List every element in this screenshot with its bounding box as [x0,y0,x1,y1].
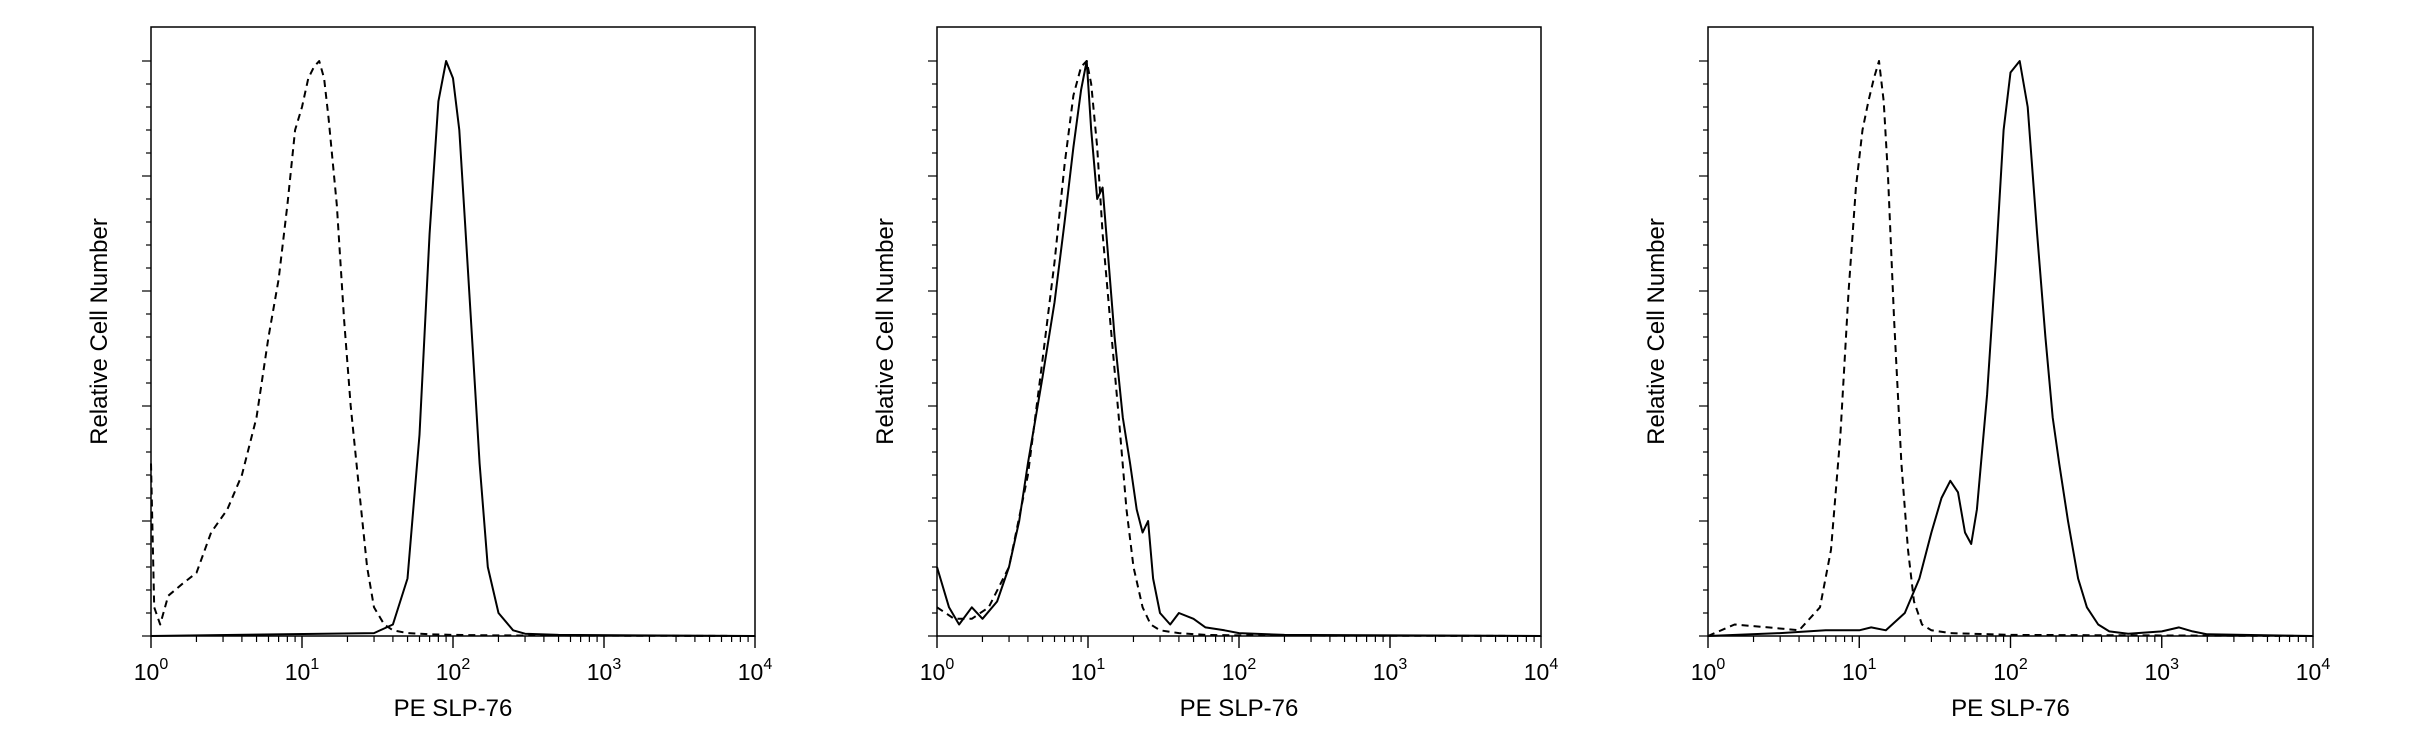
x-tick-label-base: 10 [1222,659,1248,685]
x-tick-label-exponent: 4 [763,656,772,673]
x-tick-label-base: 10 [920,659,946,685]
x-tick-label-exponent: 1 [1096,656,1105,673]
x-tick-label: 100 [134,656,169,685]
x-tick-label-base: 10 [1691,659,1717,685]
x-tick-label-exponent: 0 [945,656,954,673]
x-axis-label: PE SLP-76 [1951,695,2070,722]
x-tick-label: 104 [1524,656,1559,685]
x-tick-label: 104 [738,656,773,685]
x-tick-label-exponent: 3 [2170,656,2179,673]
x-tick-label-base: 10 [1842,659,1868,685]
x-tick-label-base: 10 [2145,659,2171,685]
x-tick-label-exponent: 0 [1716,656,1725,673]
plot-frame [936,26,1542,637]
x-tick-label-exponent: 1 [310,656,319,673]
x-axis-label: PE SLP-76 [394,695,513,722]
x-tick-label: 104 [2296,656,2331,685]
x-tick-label-exponent: 3 [612,656,621,673]
x-tick-label-base: 10 [285,659,311,685]
plot-frame [1707,26,2314,637]
x-tick-label: 100 [920,656,955,685]
x-tick-label: 100 [1691,656,1726,685]
x-tick-label-base: 10 [134,659,160,685]
x-tick-label-base: 10 [436,659,462,685]
x-tick-label-base: 10 [1524,659,1550,685]
plot-frame [150,26,756,637]
series-line-solid [1707,60,2314,637]
y-axis-label: Relative Cell Number [1643,218,1670,445]
series-line-dashed [936,60,1542,637]
x-tick-label: 103 [1373,656,1408,685]
x-tick-label: 101 [285,656,320,685]
x-tick-label-exponent: 4 [2321,656,2330,673]
x-tick-label-exponent: 1 [1868,656,1877,673]
x-tick-label-base: 10 [2296,659,2322,685]
x-tick-label: 102 [1222,656,1257,685]
x-tick-label-base: 10 [1373,659,1399,685]
x-tick-label-base: 10 [1071,659,1097,685]
y-axis-label: Relative Cell Number [86,218,113,445]
x-tick-label-exponent: 4 [1549,656,1558,673]
x-tick-label: 103 [587,656,622,685]
series-line-solid [936,60,1542,637]
x-tick-label: 101 [1842,656,1877,685]
series-line-dashed [150,60,756,637]
x-tick-label-base: 10 [1993,659,2019,685]
x-tick-label: 101 [1071,656,1106,685]
x-tick-label-exponent: 3 [1398,656,1407,673]
x-tick-label-base: 10 [587,659,613,685]
x-tick-label-base: 10 [738,659,764,685]
x-tick-label-exponent: 2 [461,656,470,673]
x-tick-label-exponent: 2 [2019,656,2028,673]
x-tick-label-exponent: 0 [159,656,168,673]
series-line-solid [150,60,756,637]
x-tick-label: 102 [1993,656,2028,685]
y-axis-label: Relative Cell Number [872,218,899,445]
x-tick-label-exponent: 2 [1247,656,1256,673]
x-axis-label: PE SLP-76 [1180,695,1299,722]
x-tick-label: 103 [2145,656,2180,685]
x-tick-label: 102 [436,656,471,685]
series-line-dashed [1707,60,2314,637]
